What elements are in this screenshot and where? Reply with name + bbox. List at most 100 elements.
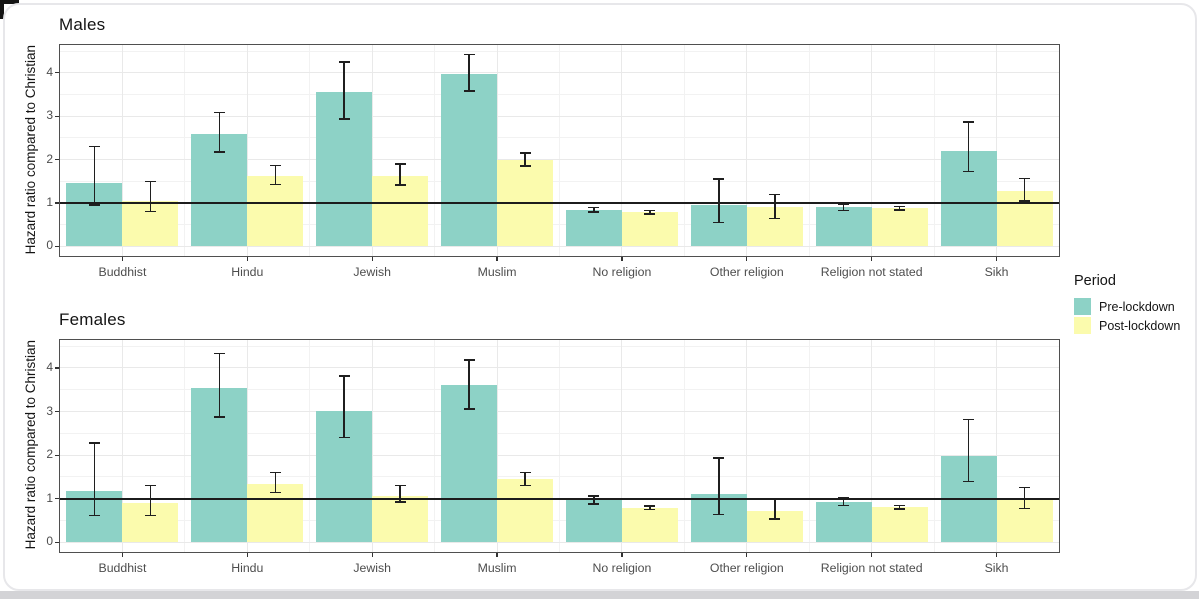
error-bar-cap <box>269 491 281 494</box>
window-corner-fragment <box>0 0 19 4</box>
error-bar-cap <box>269 164 281 166</box>
y-tick-label: 3 <box>46 108 53 123</box>
x-category-label: Hindu <box>231 561 264 575</box>
error-bar-line <box>649 506 651 510</box>
y-axis-tick <box>55 454 59 456</box>
error-bar-cap <box>963 418 975 421</box>
error-bar-cap <box>588 211 600 213</box>
legend-label: Pre-lockdown <box>1099 299 1175 314</box>
error-bar-cap <box>338 436 350 439</box>
y-axis-tick <box>55 159 59 161</box>
gridline-major-x <box>246 45 248 256</box>
y-tick-label: 4 <box>46 64 53 79</box>
error-bar-cap <box>769 518 781 520</box>
legend-swatch-post-lockdown <box>1074 317 1091 334</box>
error-bar-cap <box>588 206 600 209</box>
error-bar-cap <box>213 151 225 153</box>
y-tick-label: 1 <box>46 195 53 210</box>
gridline-major-x <box>746 340 748 552</box>
x-axis-tick <box>621 553 623 557</box>
x-axis-tick <box>246 257 248 261</box>
error-bar-cap <box>463 90 475 92</box>
error-bar-line <box>274 472 277 493</box>
error-bar-cap <box>213 416 225 418</box>
error-bar-line <box>774 194 776 219</box>
error-bar-cap <box>644 213 656 215</box>
y-axis-tick <box>55 115 59 117</box>
error-bar-line <box>399 163 401 186</box>
facet-title-females: Females <box>59 310 126 329</box>
legend-swatch-pre-lockdown <box>1074 298 1091 315</box>
error-bar-cap <box>838 497 850 499</box>
x-axis-tick <box>496 553 498 557</box>
x-category-label: Sikh <box>984 561 1009 575</box>
error-bar-line <box>967 121 970 172</box>
y-tick-label: 1 <box>46 490 53 505</box>
x-axis-tick <box>496 257 498 261</box>
gridline-minor-x <box>309 45 311 256</box>
error-bar-line <box>343 376 345 438</box>
facet-title-males: Males <box>59 15 106 34</box>
error-bar-cap <box>713 221 725 224</box>
error-bar-cap <box>588 495 600 497</box>
gridline-minor-x <box>933 340 935 552</box>
legend: Period Pre-lockdown Post-lockdown <box>1074 273 1199 335</box>
error-bar-line <box>774 499 776 519</box>
gridline-major-x <box>621 45 623 256</box>
bar-pre-lockdown <box>565 500 622 543</box>
x-category-label: No religion <box>592 561 652 575</box>
bar-post-lockdown <box>621 507 678 543</box>
gridline-minor-x <box>184 45 186 256</box>
gridline-major-x <box>371 45 373 256</box>
legend-label: Post-lockdown <box>1099 318 1181 333</box>
gridline-major-y <box>60 159 1059 161</box>
gridline-minor-x <box>184 340 186 552</box>
gridline-minor-x <box>434 45 436 256</box>
error-bar-cap <box>963 170 975 173</box>
x-category-label: Other religion <box>709 265 784 279</box>
error-bar-cap <box>963 480 975 483</box>
error-bar-cap <box>644 505 656 507</box>
error-bar-cap <box>88 514 100 517</box>
error-bar-line <box>274 165 277 185</box>
x-axis-tick <box>621 257 623 261</box>
error-bar-cap <box>769 193 781 196</box>
gridline-major-x <box>871 45 873 256</box>
error-bar-line <box>218 112 221 152</box>
error-bar-line <box>524 153 526 167</box>
error-bar-line <box>93 146 96 206</box>
error-bar-line <box>93 442 96 516</box>
error-bar-cap <box>519 484 531 487</box>
error-bar-cap <box>394 501 406 503</box>
x-category-label: Hindu <box>231 265 264 279</box>
gridline-minor-x <box>309 340 311 552</box>
error-bar-cap <box>838 203 850 206</box>
error-bar-cap <box>338 61 350 63</box>
gridline-minor-x <box>559 340 560 552</box>
error-bar-cap <box>144 210 156 213</box>
gridline-minor-x <box>683 45 685 256</box>
plot-panel-males: 0 1 2 3 4 Buddhist Hindu Jewish Muslim No religio… <box>46 44 1060 279</box>
error-bar-line <box>593 496 595 504</box>
bar-post-lockdown <box>372 495 429 543</box>
gridline-major-x <box>746 45 748 256</box>
bottom-strip <box>0 591 1199 599</box>
error-bar-line <box>718 458 720 515</box>
gridline-minor-x <box>933 45 935 256</box>
bar-pre-lockdown <box>565 209 622 247</box>
error-bar-cap <box>144 484 156 487</box>
error-bar-cap <box>213 111 225 114</box>
error-bar-line <box>399 485 401 502</box>
error-bar-line <box>149 485 152 516</box>
gridline-major-y <box>60 72 1059 74</box>
y-axis-tick <box>55 541 59 543</box>
gridline-major-y <box>60 115 1059 117</box>
error-bar-cap <box>463 359 475 361</box>
error-bar-cap <box>644 508 656 511</box>
x-axis-tick <box>746 553 748 557</box>
x-axis-tick <box>371 553 373 557</box>
x-category-label: Other religion <box>709 561 784 575</box>
plot-panel-females: 0 1 2 3 4 Buddhist Hindu Jewish Muslim No religio… <box>46 339 1060 575</box>
gridline-major-x <box>496 340 498 552</box>
error-bar-line <box>1023 487 1026 509</box>
